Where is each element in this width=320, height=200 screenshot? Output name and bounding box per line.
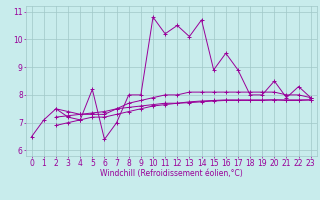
X-axis label: Windchill (Refroidissement éolien,°C): Windchill (Refroidissement éolien,°C) bbox=[100, 169, 243, 178]
